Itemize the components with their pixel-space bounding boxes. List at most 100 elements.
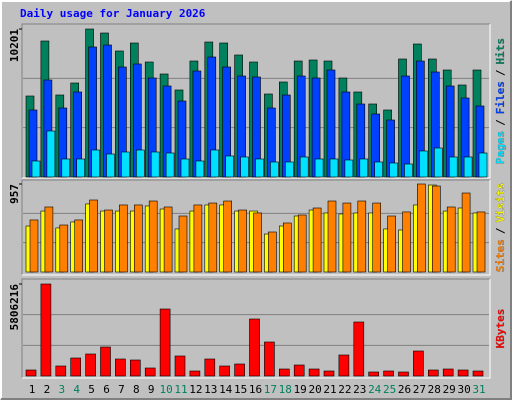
bar <box>383 370 394 377</box>
bar <box>398 371 409 377</box>
bar <box>472 370 484 377</box>
bar <box>264 341 275 377</box>
x-tick-label: 28 <box>428 383 441 396</box>
bar <box>115 358 126 377</box>
bar <box>478 152 488 178</box>
bar <box>323 370 335 377</box>
x-tick-label: 11 <box>174 383 187 396</box>
legend-separator: / <box>494 119 507 126</box>
bar <box>165 152 175 178</box>
x-tick-label: 26 <box>398 383 411 396</box>
y-tick-label: 10201 <box>8 29 21 62</box>
plot-bevel <box>21 179 490 275</box>
bar <box>308 368 320 377</box>
bar <box>163 206 173 273</box>
bar <box>174 355 186 377</box>
bar <box>282 222 292 273</box>
bar <box>144 367 156 377</box>
x-tick-label: 1 <box>29 383 36 396</box>
bar <box>31 160 41 178</box>
bar <box>104 209 113 273</box>
bar <box>433 147 443 178</box>
bar <box>342 202 352 273</box>
x-tick-label: 24 <box>368 383 382 396</box>
bar <box>46 130 56 178</box>
bar <box>293 364 305 377</box>
plot-bevel <box>22 24 491 179</box>
x-tick-label: 15 <box>234 383 247 396</box>
bar <box>299 156 309 178</box>
bar <box>29 219 39 273</box>
y-tick-label: 5806216 <box>8 284 21 331</box>
bar <box>338 354 350 377</box>
bar <box>55 365 67 377</box>
bar <box>359 158 369 178</box>
bar <box>278 368 290 377</box>
legend-entry: Files <box>494 81 507 114</box>
bar <box>238 209 247 273</box>
legend-entry: Sites <box>494 239 507 272</box>
x-tick-label: 5 <box>88 383 95 396</box>
bar <box>476 211 486 273</box>
x-tick-label: 27 <box>413 383 426 396</box>
bar <box>40 283 52 377</box>
plot-bevel <box>21 278 490 378</box>
bar <box>150 151 160 178</box>
x-tick-label: 22 <box>338 383 351 396</box>
bar <box>442 368 454 377</box>
bar <box>61 158 71 178</box>
bar <box>344 159 354 178</box>
bar <box>76 158 85 178</box>
x-tick-label: 29 <box>443 383 456 396</box>
bar <box>130 359 141 377</box>
bar <box>312 207 322 273</box>
legend: Sites / Visits <box>494 183 507 273</box>
bar <box>368 371 380 377</box>
x-tick-label: 2 <box>44 383 51 396</box>
bar <box>106 153 115 178</box>
bar <box>374 161 384 178</box>
bar <box>401 75 410 178</box>
bar <box>70 357 81 377</box>
bar <box>223 200 232 273</box>
bar <box>249 318 260 377</box>
bar <box>180 158 190 178</box>
x-tick-label: 7 <box>118 383 125 396</box>
bar <box>461 192 471 273</box>
bar <box>327 200 337 273</box>
bar <box>210 149 220 178</box>
x-tick-label: 23 <box>353 383 366 396</box>
bar <box>91 149 100 178</box>
plot-bevel <box>22 279 491 379</box>
bar <box>100 346 111 377</box>
bar <box>419 150 428 178</box>
bar <box>457 369 469 377</box>
bar <box>268 231 277 273</box>
bar <box>136 149 145 178</box>
bar <box>404 163 413 178</box>
bar <box>178 215 188 273</box>
x-tick-label: 18 <box>279 383 292 396</box>
x-tick-label: 9 <box>148 383 155 396</box>
bar <box>119 204 128 273</box>
bar <box>417 183 426 273</box>
bar <box>402 211 411 273</box>
x-tick-label: 19 <box>294 383 307 396</box>
bar <box>329 158 339 178</box>
bar <box>89 199 98 273</box>
x-tick-label: 17 <box>264 383 277 396</box>
bar <box>59 224 69 273</box>
bar <box>74 219 83 273</box>
x-tick-label: 21 <box>323 383 336 396</box>
bar <box>446 206 456 273</box>
chart-title: Daily usage for January 2026 <box>20 7 206 20</box>
x-tick-label: 14 <box>219 383 233 396</box>
bar <box>240 156 249 178</box>
x-tick-label: 6 <box>103 383 110 396</box>
legend-entry: KBytes <box>494 309 507 349</box>
legend-separator: / <box>494 69 507 76</box>
bar <box>255 158 264 178</box>
bar <box>219 365 230 377</box>
